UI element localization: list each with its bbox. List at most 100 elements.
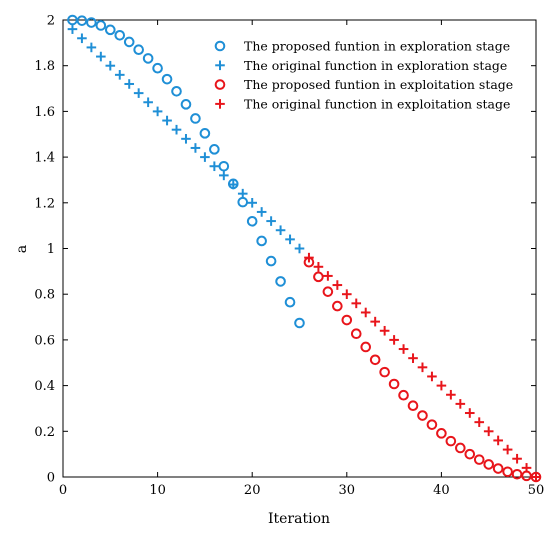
data-point-plus (294, 243, 305, 254)
data-point-plus (446, 389, 456, 400)
data-point-plus (351, 298, 362, 309)
y-tick-label: 1.8 (34, 59, 55, 74)
data-point-plus (342, 289, 352, 299)
data-point-circle (436, 428, 447, 439)
data-point-plus (190, 143, 201, 153)
data-point-circle (473, 454, 485, 465)
data-point-circle (388, 378, 400, 390)
data-point-circle (180, 99, 192, 110)
data-point-circle (275, 276, 286, 287)
legend: The proposed funtion in exploration stag… (214, 39, 513, 111)
data-point-circle (398, 389, 409, 401)
data-point-plus (379, 325, 390, 336)
data-point-circle (161, 73, 173, 85)
data-point-circle (445, 435, 457, 447)
data-point-plus (502, 444, 513, 455)
y-tick-label: 0 (47, 471, 55, 486)
series-4 (304, 252, 541, 482)
data-point-plus (436, 380, 447, 391)
data-point-plus (408, 353, 418, 363)
data-point-circle (313, 271, 324, 283)
data-point-plus (247, 198, 257, 208)
data-point-circle (171, 85, 182, 97)
data-point-plus (105, 60, 116, 71)
x-tick-label: 50 (528, 483, 545, 498)
data-point-plus (237, 188, 248, 199)
data-point-circle (142, 53, 154, 64)
data-point-plus (114, 70, 125, 80)
data-point-plus (360, 307, 371, 318)
data-point-plus (427, 371, 437, 382)
legend-marker (214, 40, 226, 52)
data-point-circle (369, 354, 381, 366)
legend-marker (214, 79, 226, 90)
y-tick-label: 1.6 (34, 105, 55, 120)
legend-marker (215, 60, 225, 71)
legend-label: The original function in exploitation st… (244, 96, 510, 111)
data-point-plus (86, 42, 97, 53)
data-point-plus (370, 316, 380, 327)
data-point-circle (209, 144, 220, 155)
data-point-circle (190, 113, 201, 124)
data-point-plus (77, 33, 87, 44)
data-point-plus (143, 97, 153, 108)
legend-label: The proposed funtion in exploitation sta… (244, 77, 513, 92)
x-tick-label: 40 (433, 483, 450, 498)
data-point-plus (133, 88, 144, 98)
data-point-circle (294, 317, 305, 329)
data-point-plus (200, 152, 210, 162)
data-point-circle (218, 160, 230, 172)
x-tick-label: 20 (244, 483, 261, 498)
series-2 (67, 24, 305, 254)
data-point-circle (123, 36, 135, 48)
data-point-plus (219, 170, 229, 181)
data-point-plus (171, 124, 182, 135)
data-point-plus (256, 207, 267, 217)
y-axis-title: a (14, 245, 30, 253)
y-axis-ticks: 0 0.2 0.4 0.6 0.8 1 1.2 1.4 1.6 1.8 2 (34, 14, 536, 486)
data-point-plus (474, 417, 485, 427)
legend-label: The original function in exploration sta… (244, 58, 507, 73)
data-point-circle (332, 300, 343, 312)
data-point-circle (199, 128, 211, 139)
y-tick-label: 1.2 (34, 196, 55, 211)
y-tick-label: 0.4 (34, 379, 55, 394)
data-point-circle (379, 366, 390, 378)
data-point-circle (350, 328, 362, 340)
legend-label: The proposed funtion in exploration stag… (244, 39, 510, 54)
data-point-plus (323, 271, 333, 281)
data-point-plus (313, 261, 324, 272)
data-point-plus (332, 280, 343, 290)
data-point-circle (114, 30, 126, 41)
data-point-circle (417, 410, 428, 421)
x-axis-ticks: 0 10 20 30 40 50 (59, 20, 544, 498)
data-point-circle (133, 44, 144, 56)
data-point-circle (360, 341, 372, 353)
data-point-circle (105, 24, 116, 36)
y-tick-label: 2 (47, 14, 55, 29)
data-point-plus (531, 472, 541, 482)
data-point-circle (95, 20, 107, 31)
series-1 (67, 14, 305, 329)
data-point-plus (152, 106, 163, 117)
data-point-circle (237, 196, 249, 208)
data-point-plus (521, 463, 532, 473)
data-point-plus (512, 453, 522, 464)
data-point-plus (266, 216, 276, 226)
data-point-circle (521, 470, 532, 482)
data-point-circle (265, 255, 277, 267)
x-tick-label: 10 (149, 483, 166, 498)
data-point-circle (76, 15, 88, 26)
data-point-plus (464, 408, 475, 418)
data-point-plus (483, 426, 494, 437)
data-point-circle (322, 286, 334, 297)
y-tick-label: 0.8 (34, 288, 55, 303)
x-tick-label: 30 (339, 483, 356, 498)
y-tick-label: 1.4 (34, 151, 55, 166)
data-point-plus (181, 134, 191, 144)
data-point-circle (246, 216, 258, 227)
data-point-plus (389, 335, 399, 345)
data-point-circle (511, 468, 523, 480)
x-tick-label: 0 (59, 483, 67, 498)
data-point-plus (455, 399, 466, 409)
